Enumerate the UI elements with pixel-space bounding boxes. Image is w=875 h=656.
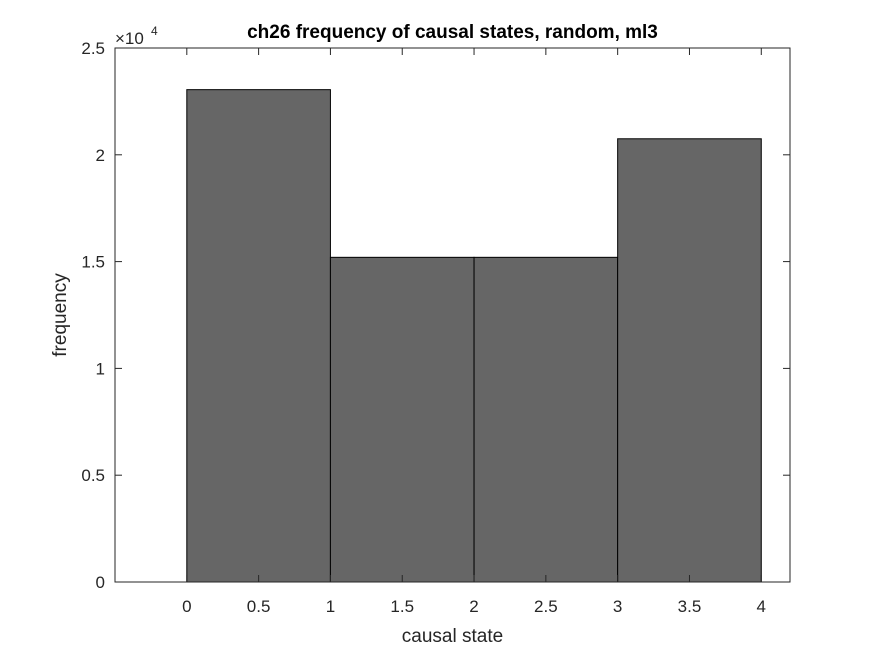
y-tick-label: 0.5 (81, 466, 105, 485)
y-axis-label: frequency (50, 273, 71, 357)
ticks-group (115, 47, 790, 583)
histogram-bar-0 (186, 89, 331, 583)
y-tick-label: 1 (96, 359, 105, 378)
x-tick-label: 2 (469, 597, 478, 616)
y-tick-label: 2.5 (81, 39, 105, 58)
x-axis-label: causal state (402, 626, 503, 647)
x-tick-label: 3 (613, 597, 622, 616)
y-tick-label: 1.5 (81, 253, 105, 272)
histogram-bar-2 (473, 256, 619, 583)
x-tick-label: 1.5 (390, 597, 414, 616)
histogram-bar-1 (329, 256, 475, 583)
bars-group (186, 89, 762, 583)
chart-title: ch26 frequency of causal states, random,… (247, 22, 658, 43)
y-exponent-base: ×10 (115, 29, 144, 48)
x-tick-label: 0 (182, 597, 191, 616)
y-tick-label: 0 (96, 573, 105, 592)
axes-box (114, 47, 791, 583)
x-tick-label: 2.5 (534, 597, 558, 616)
y-tick-label: 2 (96, 146, 105, 165)
x-tick-label: 4 (757, 597, 766, 616)
y-exponent-power: 4 (151, 24, 158, 38)
x-tick-labels: 0 0.5 1 1.5 2 2.5 3 3.5 4 (182, 597, 766, 616)
x-tick-label: 1 (326, 597, 335, 616)
x-tick-label: 0.5 (247, 597, 271, 616)
histogram-bar-3 (617, 138, 762, 583)
y-tick-labels: 0 0.5 1 1.5 2 2.5 (81, 39, 105, 592)
x-tick-label: 3.5 (678, 597, 702, 616)
